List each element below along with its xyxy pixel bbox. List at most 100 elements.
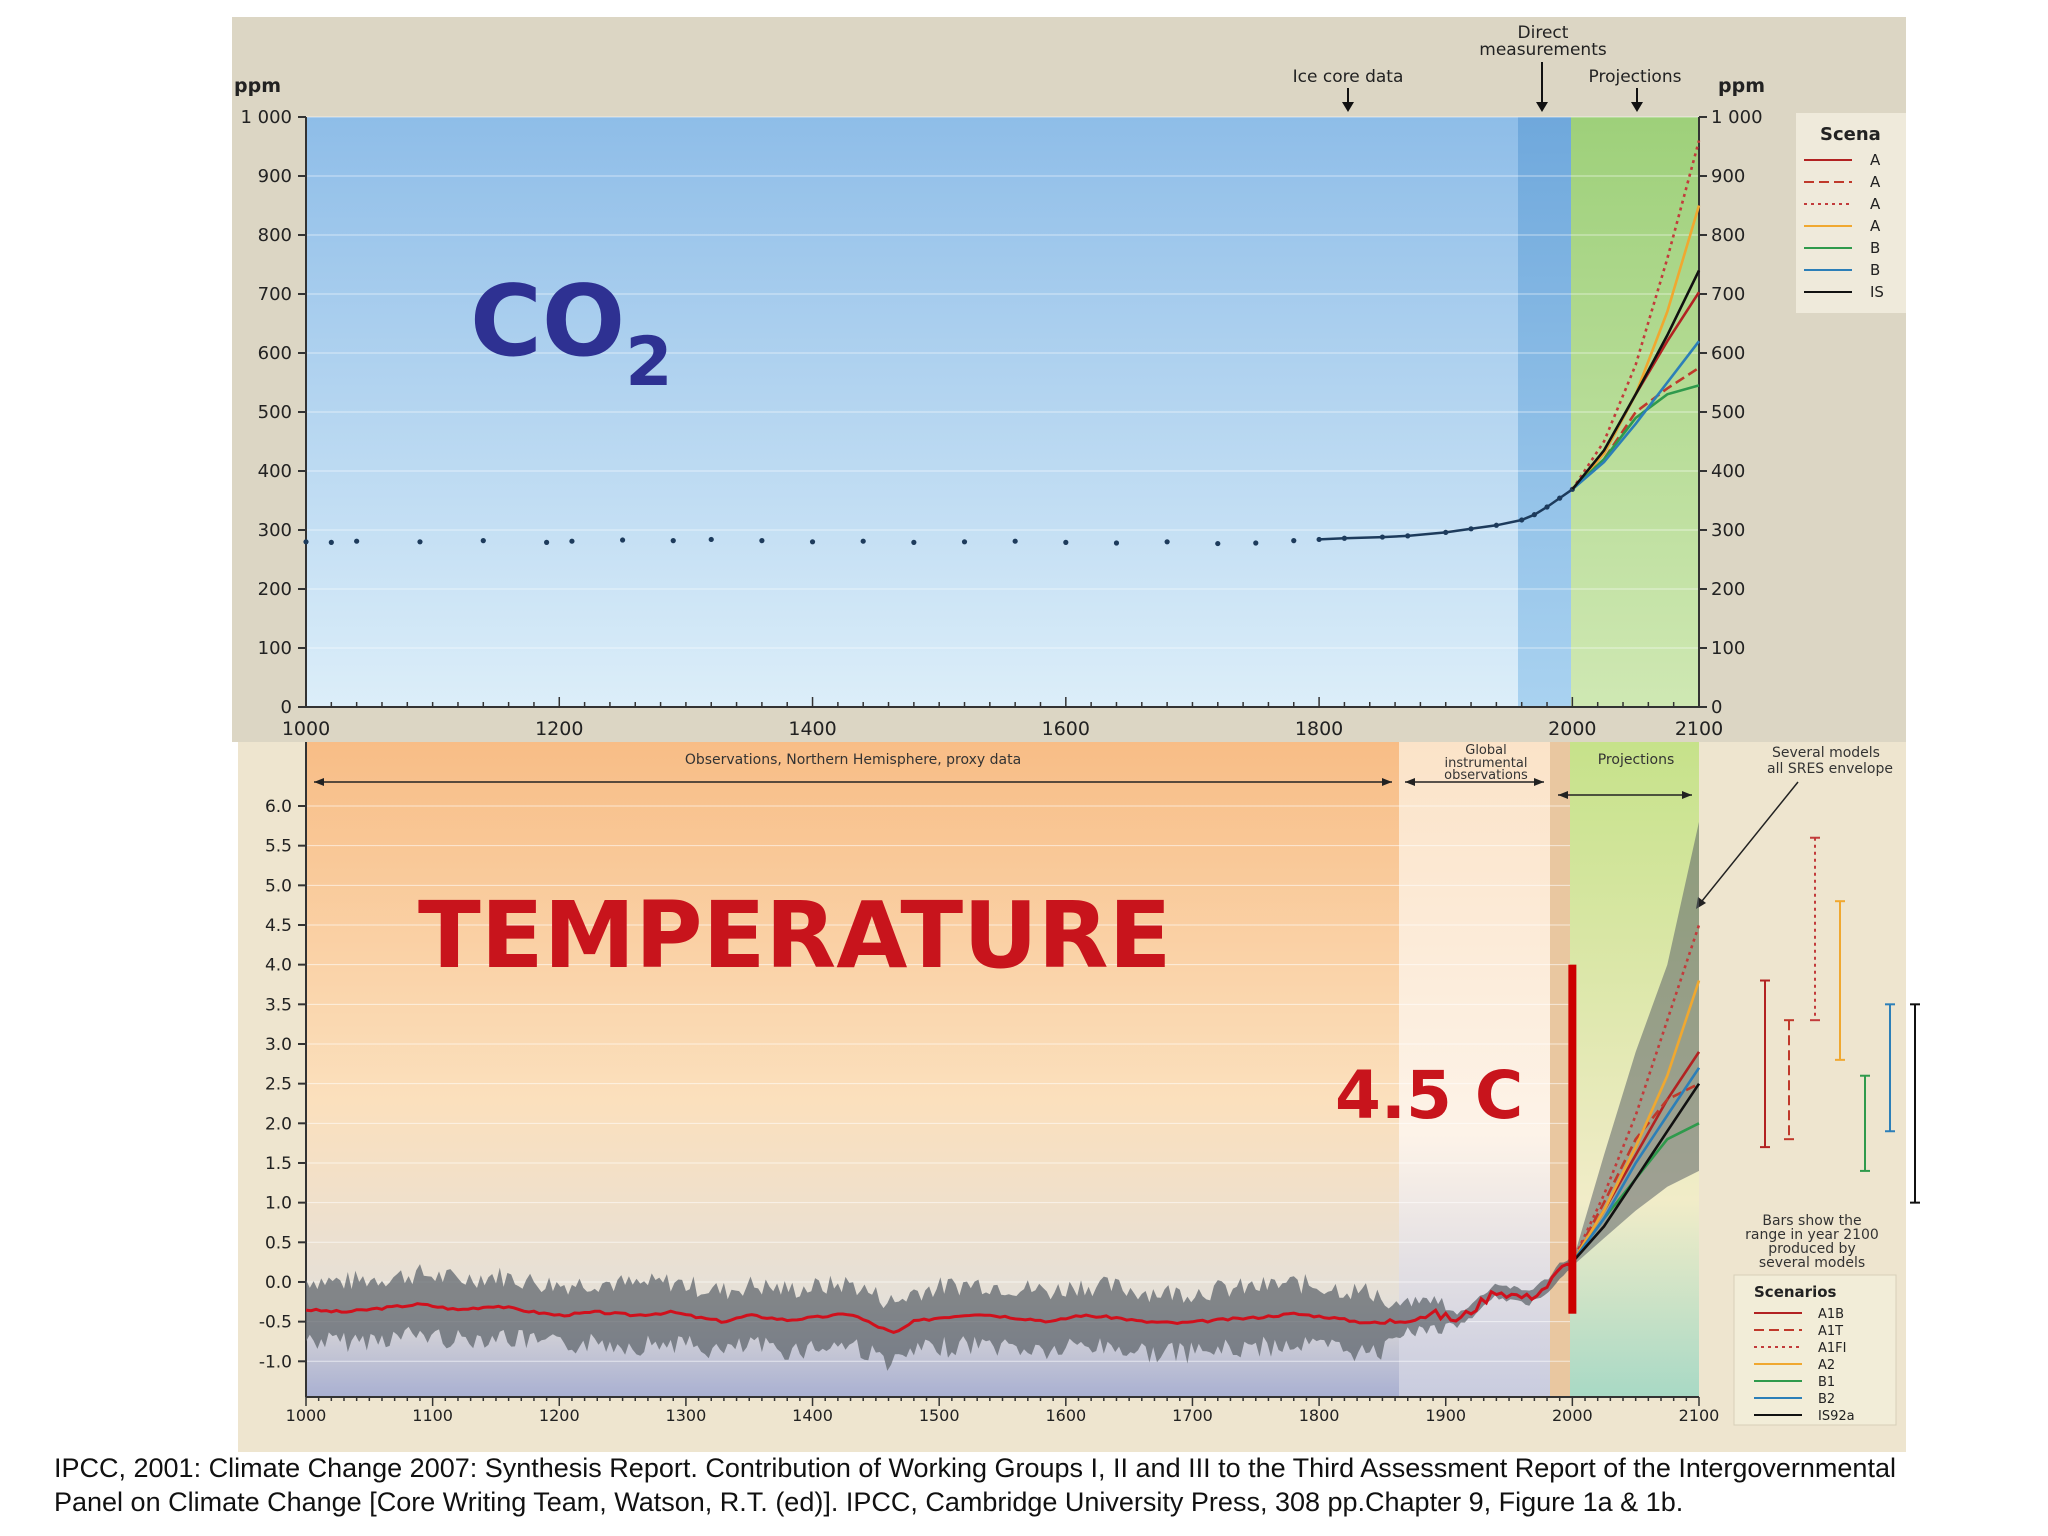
co2-ytick-label-left: 0: [281, 697, 292, 718]
co2-ytick-label-right: 500: [1711, 402, 1745, 423]
arrow-direct-head: [1536, 102, 1548, 112]
co2-ytick-label-right: 0: [1711, 697, 1722, 718]
temp-xtick-label: 1100: [412, 1406, 453, 1425]
temp-legend-title: Scenarios: [1754, 1283, 1837, 1301]
temp-xtick-label: 2100: [1679, 1406, 1720, 1425]
temperature-big-label: TEMPERATURE: [418, 882, 1171, 989]
co2-data-point: [911, 539, 917, 545]
co2-data-point: [670, 538, 676, 544]
temp-ytick-label: 5.0: [265, 876, 292, 896]
co2-data-point: [619, 537, 626, 543]
co2-projection-b2: [1571, 340, 1701, 491]
co2-big-label: CO2: [470, 265, 673, 402]
temp-ytick-label: 6.0: [265, 797, 292, 817]
temp-legend-label: B2: [1818, 1392, 1835, 1407]
arrow-projections-head: [1631, 102, 1643, 112]
temp-ytick-label: 0.0: [265, 1273, 292, 1293]
label-ice-core: Ice core data: [1293, 67, 1404, 87]
temp-legend-label: A1B: [1818, 1307, 1844, 1322]
co2-ytick-label-left: 800: [258, 225, 292, 246]
co2-data-point: [1063, 539, 1069, 545]
co2-legend-label: A: [1870, 151, 1881, 169]
co2-xtick-label: 1200: [535, 718, 583, 740]
temp-xtick-label: 1700: [1172, 1406, 1213, 1425]
label-co2-projections: Projections: [1589, 67, 1682, 87]
co2-data-point: [569, 538, 575, 544]
co2-data-point: [860, 538, 866, 544]
co2-ticks: 0 0 100 100 200 200 300 300 400 400 500 500 600 600 70…: [240, 107, 1762, 740]
co2-ytick-label-right: 700: [1711, 284, 1745, 305]
gap-region: [1550, 742, 1570, 1397]
note-models-arrow: [1697, 781, 1799, 907]
temp-legend-label: IS92a: [1818, 1409, 1855, 1424]
caption-line-2: Panel on Climate Change [Core Writing Te…: [54, 1487, 1684, 1517]
co2-gridlines: [306, 116, 1699, 649]
co2-data-point: [417, 539, 423, 545]
co2-data-point: [1164, 539, 1170, 545]
temp-ytick-label: -0.5: [259, 1313, 292, 1333]
instrumental-region: [1399, 742, 1550, 1397]
label-instrumental-3: observations: [1444, 768, 1528, 783]
bars-note-line: several models: [1759, 1255, 1865, 1271]
note-models-2: all SRES envelope: [1767, 761, 1893, 777]
co2-data-point: [708, 536, 714, 543]
co2-observed-curve: [1319, 488, 1574, 541]
temp-xtick-label: 1300: [666, 1406, 707, 1425]
co2-data-point: [1253, 540, 1259, 546]
co2-ytick-label-right: 1 000: [1711, 107, 1763, 128]
co2-xtick-label: 1400: [788, 718, 836, 740]
co2-legend-label: B: [1870, 261, 1880, 279]
arrow-ice-core-head: [1342, 102, 1354, 112]
temp-xtick-label: 1800: [1299, 1406, 1340, 1425]
temp-uncertainty-band: [306, 1255, 1572, 1371]
co2-ylabel-right: ppm: [1718, 75, 1765, 97]
temp-projection-b2: [1571, 1067, 1701, 1263]
temp-legend-box: [1733, 1274, 1897, 1426]
co2-projection-b1: [1571, 384, 1700, 491]
co2-projection-a1t: [1571, 366, 1700, 491]
co2-ytick-label-right: 300: [1711, 520, 1745, 541]
temp-projection-is92a: [1571, 1082, 1701, 1263]
temp-ytick-label: 1.5: [265, 1154, 292, 1174]
co2-ytick-label-left: 900: [258, 166, 292, 187]
label-temp-projections: Projections: [1598, 752, 1675, 768]
label-direct-2: measurements: [1479, 40, 1607, 60]
temp-observed-line: [305, 1262, 1574, 1334]
temp-projection-a1fi: [1571, 924, 1701, 1263]
co2-data-point: [328, 539, 334, 545]
co2-ytick-label-right: 800: [1711, 225, 1745, 246]
temp-ytick-label: 4.5: [265, 916, 292, 936]
co2-xtick-label: 1800: [1295, 718, 1343, 740]
co2-ytick-label-left: 700: [258, 284, 292, 305]
caption-line-1: IPCC, 2001: Climate Change 2007: Synthes…: [54, 1453, 1896, 1483]
co2-legend-label: A: [1870, 217, 1881, 235]
co2-projection-lines: [1571, 140, 1701, 491]
temp-ytick-label: 1.0: [265, 1194, 292, 1214]
temp-ytick-label: 5.5: [265, 837, 292, 857]
temp-legend-label: A1T: [1818, 1324, 1843, 1339]
temp-projection-a1t: [1571, 1082, 1700, 1263]
temp-gridlines: [306, 805, 1570, 1362]
co2-ytick-label-left: 600: [258, 343, 292, 364]
co2-ytick-label-left: 500: [258, 402, 292, 423]
co2-ytick-label-right: 900: [1711, 166, 1745, 187]
note-models-1: Several models: [1772, 745, 1880, 761]
co2-data-point: [1215, 540, 1221, 547]
co2-data-point: [303, 539, 309, 545]
co2-legend-box: [1796, 113, 1906, 313]
co2-xtick-label: 2000: [1548, 718, 1596, 740]
temp-legend-items: A1B A1T A1FI A2 B1 B2 IS92a: [1754, 1307, 1855, 1424]
co2-data-point: [354, 538, 360, 544]
temp-xtick-label: 1000: [286, 1406, 327, 1425]
co2-xtick-label: 1000: [282, 718, 330, 740]
co2-xtick-label: 2100: [1675, 718, 1723, 740]
co2-projection-a1fi: [1571, 140, 1701, 491]
label-direct-1: Direct: [1518, 23, 1569, 43]
bars-note-line: produced by: [1768, 1241, 1855, 1257]
co2-ytick-label-right: 600: [1711, 343, 1745, 364]
co2-data-point: [1012, 538, 1018, 544]
co2-projection-is92a: [1571, 269, 1701, 491]
